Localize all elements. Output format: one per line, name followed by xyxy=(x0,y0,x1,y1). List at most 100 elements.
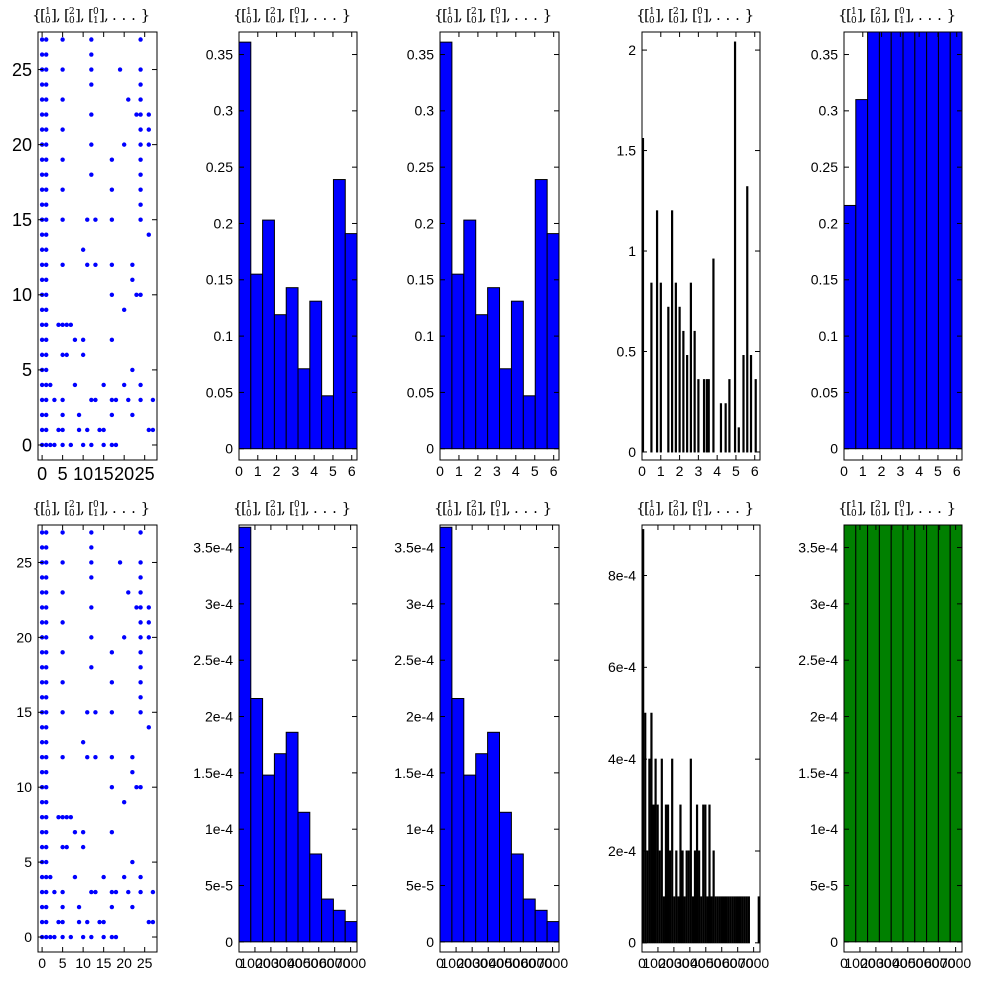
bar xyxy=(745,896,748,944)
svg-text:[: [ xyxy=(40,499,46,517)
y-tick-label: 5e-5 xyxy=(406,877,434,893)
axes-frame xyxy=(843,31,963,461)
axes-frame xyxy=(439,524,560,953)
scatter-point xyxy=(39,187,45,192)
scatter-point xyxy=(89,934,94,940)
y-tick-label: 20 xyxy=(12,135,32,155)
histogram-bar xyxy=(475,753,489,943)
scatter-point xyxy=(68,442,74,448)
y-tick-label: 0.3 xyxy=(819,103,839,119)
scatter-point xyxy=(109,157,115,162)
scatter-point xyxy=(109,442,115,448)
histogram-bar xyxy=(534,909,548,943)
scatter-point xyxy=(109,755,115,760)
svg-text:0: 0 xyxy=(851,509,857,519)
scatter-point xyxy=(39,680,45,685)
histogram-bar xyxy=(463,219,477,450)
y-tick-label: 1e-4 xyxy=(406,821,434,837)
scatter-point xyxy=(109,784,115,790)
scatter-point xyxy=(150,397,156,403)
y-tick-label: 3e-4 xyxy=(810,596,838,612)
svg-text:[: [ xyxy=(442,499,448,517)
bar xyxy=(666,804,670,944)
svg-text:,: , xyxy=(104,6,109,24)
scatter-point xyxy=(44,157,49,162)
scatter-point xyxy=(39,352,45,358)
svg-text:0: 0 xyxy=(69,16,75,26)
svg-text:]: ] xyxy=(857,6,863,24)
x-tick-label: 2 xyxy=(878,463,886,479)
svg-text:[: [ xyxy=(265,6,271,24)
scatter-point xyxy=(39,665,45,670)
scatter-point xyxy=(48,934,53,940)
x-tick-label: 3000 xyxy=(674,955,705,971)
scatter-point xyxy=(60,755,65,760)
histogram-bar xyxy=(285,731,299,943)
svg-text:,: , xyxy=(660,499,665,517)
y-tick-label: 0.2 xyxy=(819,215,839,231)
svg-text:. . . }: . . . } xyxy=(918,499,956,517)
svg-text:{: { xyxy=(233,6,243,24)
scatter-point xyxy=(138,397,143,403)
svg-text:0: 0 xyxy=(649,16,655,26)
scatter-point xyxy=(39,919,45,925)
scatter-point xyxy=(89,635,94,640)
y-tick-label: 0 xyxy=(225,934,233,950)
scatter-point xyxy=(138,560,143,565)
scatter-point xyxy=(39,650,45,655)
y-tick-label: 15 xyxy=(16,704,32,720)
x-tick-label: 5000 xyxy=(303,955,334,971)
chart-panel-hist-d-bottom: {[10],[20],[01],. . . }01000200030004000… xyxy=(798,499,971,971)
scatter-point xyxy=(146,127,151,132)
histogram-bar xyxy=(878,32,892,450)
bar xyxy=(712,258,715,453)
bar xyxy=(705,379,708,453)
scatter-point xyxy=(44,217,49,222)
svg-text:2: 2 xyxy=(673,500,679,510)
svg-text:0: 0 xyxy=(93,7,99,17)
scatter-point xyxy=(44,620,49,625)
svg-text:. . . }: . . . } xyxy=(918,6,956,24)
svg-text:. . . }: . . . } xyxy=(716,499,754,517)
scatter-point xyxy=(44,605,49,610)
x-tick-label: 6 xyxy=(550,463,558,479)
bar xyxy=(682,330,685,453)
svg-text:0: 0 xyxy=(875,16,881,26)
scatter-point xyxy=(39,844,45,850)
scatter-point xyxy=(39,232,45,237)
y-tick-label: 1.5 xyxy=(617,142,637,158)
scatter-point xyxy=(138,695,143,700)
svg-text:]: ] xyxy=(655,499,661,517)
x-tick-label: 1 xyxy=(455,463,463,479)
x-tick-label: 4 xyxy=(310,463,318,479)
svg-text:]: ] xyxy=(501,499,507,517)
scatter-point xyxy=(138,97,143,102)
x-tick-label: 7000 xyxy=(335,955,366,971)
svg-text:1: 1 xyxy=(851,7,857,17)
scatter-point xyxy=(146,427,151,433)
bar xyxy=(642,137,645,453)
scatter-point xyxy=(89,67,94,72)
svg-text:0: 0 xyxy=(93,500,99,510)
scatter-point xyxy=(60,157,65,162)
histogram-bar xyxy=(855,99,869,450)
scatter-point xyxy=(126,590,131,595)
chart-panel-hist-d-top: {[10],[20],[01],. . . }0 1 2 3 4 5 600.050.10.… xyxy=(811,6,963,479)
y-tick-label: 2e-4 xyxy=(205,708,233,724)
x-tick-label: 6000 xyxy=(924,955,955,971)
scatter-point xyxy=(44,725,49,730)
scatter-point xyxy=(44,545,49,550)
bar xyxy=(689,282,692,453)
x-tick-label: 5000 xyxy=(505,955,536,971)
x-tick-label: 0 xyxy=(235,463,243,479)
scatter-point xyxy=(60,322,65,328)
svg-text:,: , xyxy=(660,6,665,24)
scatter-point xyxy=(44,202,49,207)
svg-text:1: 1 xyxy=(45,500,51,510)
svg-text:0: 0 xyxy=(471,16,477,26)
scatter-point xyxy=(101,934,106,940)
chart-panel-hist-c-top: {[10],[20],[01],. . . }0 1 2 3 4 5 600.511.52 xyxy=(617,6,761,479)
scatter-point xyxy=(138,292,143,298)
scatter-point xyxy=(39,605,45,610)
scatter-point xyxy=(60,67,65,72)
